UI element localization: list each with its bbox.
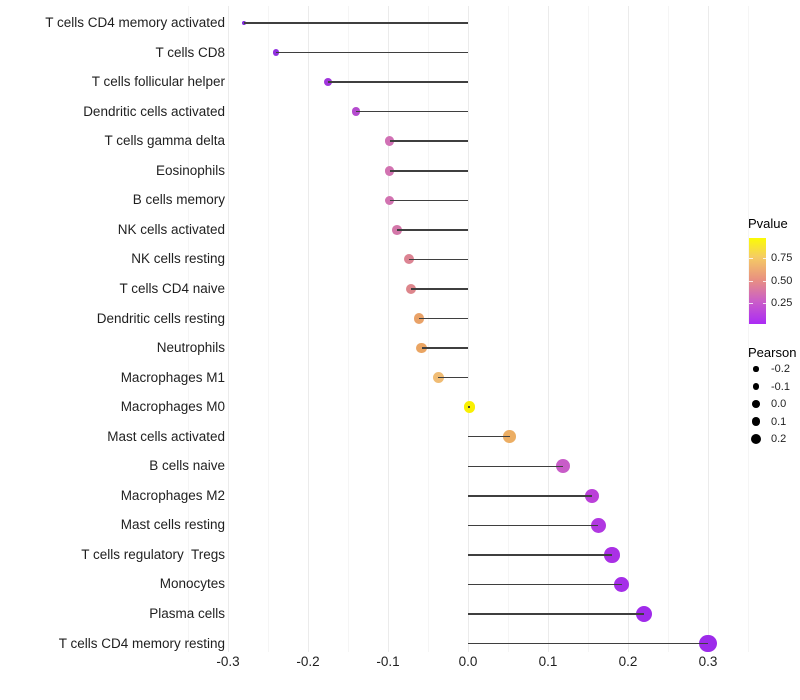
colorbar-tick-mark xyxy=(749,281,753,282)
pearson-legend-title: Pearson xyxy=(748,345,797,360)
major-gridline xyxy=(307,6,309,652)
y-axis-label: Macrophages M2 xyxy=(120,487,225,503)
minor-gridline xyxy=(507,6,509,652)
y-axis-label: Plasma cells xyxy=(149,606,225,621)
lollipop-dot xyxy=(416,342,427,354)
lollipop-segment xyxy=(389,140,468,142)
lollipop-segment xyxy=(411,288,468,290)
major-gridline xyxy=(387,6,389,652)
minor-gridline xyxy=(187,6,189,652)
x-tick-label: 0.0 xyxy=(458,654,478,669)
x-tick-label: -0.3 xyxy=(216,654,240,669)
pvalue-colorbar xyxy=(749,238,766,324)
y-axis-label: Macrophages M1 xyxy=(120,369,225,385)
lollipop-segment xyxy=(468,465,564,467)
lollipop-segment xyxy=(468,406,470,408)
y-axis-label: T cells regulatory Tregs xyxy=(81,546,225,562)
y-axis-label: Neutrophils xyxy=(156,340,225,356)
colorbar-tick-mark xyxy=(762,258,766,260)
lollipop-dot xyxy=(351,107,361,117)
y-axis-label: Mast cells activated xyxy=(107,428,225,444)
lollipop-segment xyxy=(468,495,592,497)
pearson-size-dot xyxy=(752,383,760,390)
lollipop-dot xyxy=(613,576,630,593)
lollipop-dot xyxy=(391,224,402,235)
major-gridline xyxy=(707,6,709,652)
lollipop-dot xyxy=(556,459,571,474)
x-tick-label: 0.3 xyxy=(698,654,718,669)
lollipop-segment xyxy=(468,642,708,645)
x-tick-label: 0.2 xyxy=(618,654,638,669)
y-axis-label: Mast cells resting xyxy=(120,517,225,533)
pearson-size-label: -0.1 xyxy=(771,380,790,393)
minor-gridline xyxy=(587,6,589,652)
lollipop-dot xyxy=(323,78,333,87)
pearson-size-label: -0.2 xyxy=(771,363,790,375)
lollipop-segment xyxy=(389,170,468,172)
pvalue-tick-label: 0.50 xyxy=(771,275,793,287)
x-tick-label: -0.2 xyxy=(296,654,320,669)
x-tick-label: -0.1 xyxy=(376,654,400,669)
lollipop-segment xyxy=(421,347,468,349)
minor-gridline xyxy=(347,6,349,652)
lollipop-segment xyxy=(468,583,622,586)
y-axis-label: T cells CD4 memory activated xyxy=(45,15,225,30)
pvalue-tick-label: 0.75 xyxy=(771,252,793,265)
colorbar-tick-mark xyxy=(762,281,766,282)
y-axis-label: NK cells resting xyxy=(131,251,225,267)
y-axis-label: T cells CD8 xyxy=(155,44,225,60)
lollipop-segment xyxy=(244,22,468,24)
y-axis-label: T cells CD4 naive xyxy=(119,280,225,296)
y-axis-label: T cells follicular helper xyxy=(91,74,225,90)
lollipop-segment xyxy=(438,376,468,379)
minor-gridline xyxy=(747,6,749,652)
colorbar-tick-mark xyxy=(749,258,753,260)
lollipop-segment xyxy=(419,317,468,320)
y-axis-label: Dendritic cells activated xyxy=(83,103,225,119)
y-axis-label: Dendritic cells resting xyxy=(96,310,225,326)
major-gridline xyxy=(547,6,549,652)
pearson-size-dot xyxy=(751,417,761,426)
colorbar-tick-mark xyxy=(762,303,766,305)
y-axis-label: NK cells activated xyxy=(117,221,225,237)
y-axis-label: B cells naive xyxy=(149,458,225,474)
lollipop-segment xyxy=(356,110,468,113)
lollipop-dot xyxy=(503,430,516,443)
lollipop-segment xyxy=(328,81,468,83)
minor-gridline xyxy=(267,6,269,652)
pearson-size-label: 0.1 xyxy=(771,415,787,428)
lollipop-dot xyxy=(590,517,606,533)
major-gridline xyxy=(627,6,629,652)
y-axis-label: T cells gamma delta xyxy=(104,133,225,149)
pvalue-legend-title: Pvalue xyxy=(748,216,788,231)
y-axis-label: T cells CD4 memory resting xyxy=(58,635,225,651)
y-axis-label: Eosinophils xyxy=(155,162,225,178)
lollipop-segment xyxy=(468,613,644,615)
lollipop-segment xyxy=(276,51,468,54)
lollipop-dot xyxy=(272,49,280,56)
major-gridline xyxy=(467,6,469,652)
pearson-size-dot xyxy=(751,434,761,444)
pearson-size-dot xyxy=(752,400,760,408)
lollipop-segment xyxy=(389,199,468,202)
y-axis-label: Macrophages M0 xyxy=(120,399,225,415)
pearson-size-dot xyxy=(753,366,759,372)
lollipop-segment xyxy=(468,524,599,527)
minor-gridline xyxy=(667,6,669,652)
minor-gridline xyxy=(427,6,429,652)
lollipop-segment xyxy=(468,554,612,556)
x-tick-label: 0.1 xyxy=(538,654,558,669)
pvalue-tick-label: 0.25 xyxy=(771,297,793,310)
y-axis-label: Monocytes xyxy=(159,576,225,592)
y-axis-label: B cells memory xyxy=(132,192,225,208)
major-gridline xyxy=(227,6,229,652)
lollipop-segment xyxy=(468,435,510,438)
pearson-size-label: 0.0 xyxy=(771,398,787,410)
pearson-size-label: 0.2 xyxy=(771,433,787,445)
colorbar-tick-mark xyxy=(749,303,753,305)
lollipop-segment xyxy=(396,229,468,231)
lollipop-segment xyxy=(408,258,468,261)
